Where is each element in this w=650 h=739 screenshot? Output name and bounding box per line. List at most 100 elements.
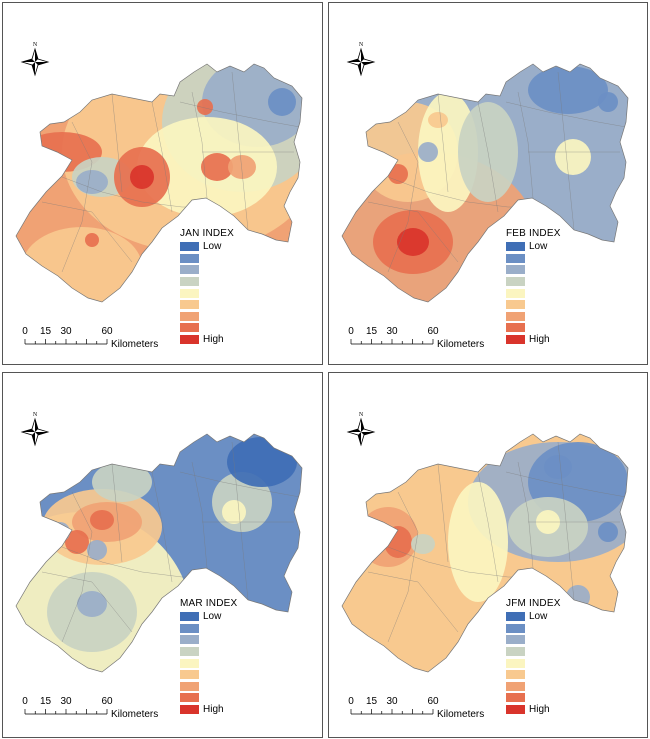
legend-item: [180, 253, 234, 265]
map-jfm: N: [341, 412, 629, 673]
region-outline: [341, 433, 629, 673]
index-contour: [384, 526, 412, 558]
legend-item: [506, 264, 561, 276]
index-contour: [222, 500, 246, 524]
scale-tick-label: 15: [366, 326, 378, 337]
index-contour: [227, 437, 297, 487]
legend: JAN INDEX Low High: [180, 228, 234, 345]
north-arrow-icon: N: [346, 412, 376, 447]
district-boundary: [231, 441, 249, 601]
legend-item: High: [506, 334, 561, 346]
index-contour: [598, 92, 618, 112]
district-boundary: [179, 471, 301, 498]
legend-low-label: Low: [203, 610, 222, 622]
district-boundary: [557, 71, 575, 231]
scale-tick-label: 30: [60, 326, 72, 337]
district-boundary: [437, 463, 449, 563]
legend-low-label: Low: [529, 240, 548, 252]
legend-item: [506, 646, 561, 658]
legend-swatch: [506, 670, 525, 680]
district-boundary: [191, 461, 208, 569]
district-boundary: [179, 101, 301, 128]
legend-swatch: [506, 277, 525, 287]
legend-swatch: [506, 265, 525, 275]
index-contour: [566, 585, 590, 609]
legend-title: JAN INDEX: [180, 228, 235, 239]
index-contour: [428, 112, 448, 128]
legend-low-label: Low: [203, 240, 222, 252]
district-boundary: [505, 471, 627, 498]
region-outline: [341, 63, 629, 303]
district-boundary: [151, 471, 173, 583]
legend-item: [180, 681, 237, 693]
district-boundary: [477, 101, 499, 213]
index-contour: [22, 227, 142, 302]
legend-item: [180, 264, 234, 276]
district-boundary: [191, 91, 208, 199]
index-contour: [448, 482, 508, 602]
legend-item: [180, 646, 237, 658]
north-arrow-icon: N: [20, 42, 50, 77]
index-contour: [197, 99, 213, 115]
scale-tick-label: 15: [40, 696, 52, 707]
scale-tick-label: 0: [348, 696, 354, 707]
legend-item: [506, 623, 561, 635]
legend-item: [506, 669, 561, 681]
legend: MAR INDEX Low High: [180, 598, 237, 715]
district-boundary: [387, 121, 419, 273]
legend-swatch: [180, 681, 199, 691]
legend-swatch: [506, 288, 525, 298]
legend-swatch: [506, 612, 525, 622]
legend-high-label: High: [203, 703, 224, 715]
index-contour: [87, 540, 107, 560]
legend-swatch: [506, 693, 525, 703]
legend-swatch: [506, 681, 525, 691]
legend-swatch: [180, 242, 199, 252]
legend-swatch: [506, 623, 525, 633]
legend-swatch: [506, 658, 525, 668]
district-boundary: [111, 463, 123, 563]
legend: FEB INDEX Low High: [506, 228, 561, 345]
legend-item: [180, 276, 234, 288]
north-arrow-icon: N: [346, 42, 376, 77]
district-boundary: [41, 571, 133, 633]
north-arrow-icon: N: [20, 412, 50, 447]
scale-tick-label: 60: [427, 326, 439, 337]
north-label: N: [33, 412, 38, 418]
index-contour: [201, 153, 233, 181]
legend-swatch: [180, 288, 199, 298]
map-jan: N: [15, 42, 303, 303]
legend-swatch: [180, 323, 199, 333]
legend-item: [180, 299, 234, 311]
scale-tick-label: 30: [386, 326, 398, 337]
scale-tick-label: 15: [366, 696, 378, 707]
legend-item: [506, 276, 561, 288]
scale-bar: 0 15 30 60 Kilometers: [348, 696, 484, 720]
index-contour: [50, 522, 70, 542]
district-boundary: [517, 91, 534, 199]
north-label: N: [33, 42, 38, 48]
legend-swatch: [180, 705, 199, 715]
index-contour: [65, 530, 89, 554]
legend-swatch: [180, 658, 199, 668]
legend-item: [180, 692, 237, 704]
north-label: N: [359, 412, 364, 418]
index-contour: [228, 155, 256, 179]
legend-swatch: [180, 623, 199, 633]
scale-tick-label: 15: [40, 326, 52, 337]
legend-swatch: [180, 277, 199, 287]
scale-tick-label: 60: [101, 696, 113, 707]
legend-item: [506, 657, 561, 669]
district-boundary: [367, 571, 459, 633]
scale-tick-label: 60: [101, 326, 113, 337]
index-contour: [85, 233, 99, 247]
legend: JFM INDEX Low High: [506, 598, 561, 715]
legend-swatch: [506, 635, 525, 645]
legend-swatch: [506, 323, 525, 333]
index-contour: [76, 170, 108, 194]
district-boundary: [231, 71, 249, 231]
legend-title: FEB INDEX: [506, 228, 561, 239]
scale-tick-label: 30: [386, 696, 398, 707]
legend-swatch: [180, 693, 199, 703]
scale-bar: 0 15 30 60 Kilometers: [348, 326, 484, 350]
